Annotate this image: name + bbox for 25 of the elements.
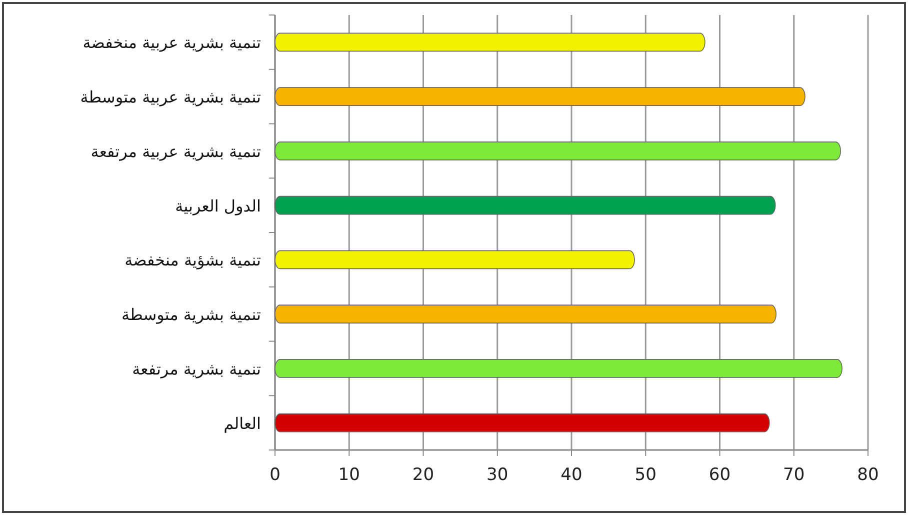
bar — [274, 142, 841, 160]
y-tick-label: تنمية بشرية عربية متوسطة — [80, 88, 261, 107]
x-tick-label: 30 — [486, 465, 508, 485]
bar — [274, 32, 706, 52]
bar — [274, 304, 776, 324]
y-tick-label: تنمية بشرية عربية منخفضة — [82, 33, 261, 52]
x-tick-label: 0 — [270, 465, 280, 485]
y-tick-label: العالم — [224, 414, 261, 433]
x-tick-label: 50 — [634, 465, 656, 485]
x-tick-label: 80 — [857, 465, 879, 485]
x-tick-label: 10 — [338, 465, 360, 485]
bar — [274, 87, 806, 106]
bar — [274, 359, 842, 378]
y-tick-label: تنمية بشؤية منخفضة — [124, 250, 261, 270]
y-tick-label: تنمية بشرية متوسطة — [122, 305, 261, 324]
y-tick-label: الدول العربية — [175, 196, 261, 216]
bar — [274, 196, 776, 215]
bar — [274, 413, 770, 432]
x-tick-label: 60 — [708, 465, 731, 485]
x-tick-label: 40 — [560, 465, 582, 485]
y-tick-label: تنمية بشرية عربية مرتفعة — [90, 142, 261, 161]
x-tick-label: 70 — [783, 465, 805, 485]
y-tick-label: تنمية بشرية مرتفعة — [132, 359, 261, 378]
bar — [274, 250, 635, 270]
x-tick-label: 20 — [412, 465, 434, 485]
